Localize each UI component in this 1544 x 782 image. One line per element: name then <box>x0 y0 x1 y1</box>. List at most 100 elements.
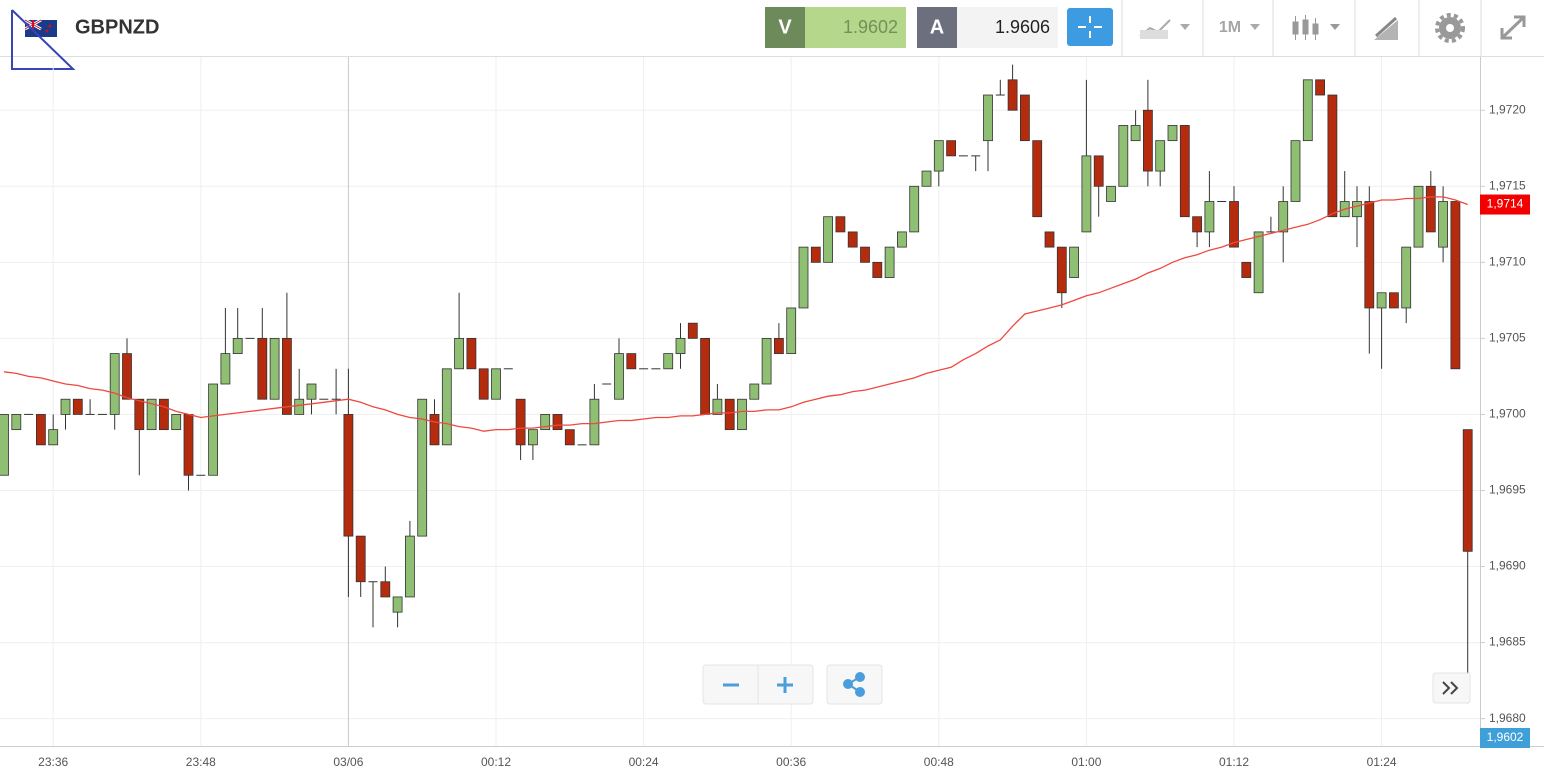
candle-body <box>1413 185 1424 248</box>
chart-type-icon[interactable] <box>1139 19 1190 39</box>
timeframe[interactable]: 1M <box>1219 19 1241 36</box>
candle-body <box>823 216 833 263</box>
candle-body <box>1056 246 1067 294</box>
candle-body <box>515 398 526 446</box>
candle-body <box>1462 429 1473 552</box>
candle-body <box>146 398 157 431</box>
candle-body <box>1401 246 1412 309</box>
candle-body <box>810 246 821 263</box>
candle-body <box>0 414 9 476</box>
bid-price[interactable]: 1.9602 <box>843 17 898 37</box>
candle-body <box>281 337 292 415</box>
candle-body <box>761 337 772 385</box>
settings-icon[interactable] <box>1435 13 1465 43</box>
candle-body <box>1302 79 1313 142</box>
flag-icon <box>24 18 57 37</box>
candle-body <box>109 353 120 415</box>
candle-body <box>675 337 686 354</box>
x-tick-label: 00:48 <box>924 755 954 769</box>
ask-tag[interactable]: A <box>930 16 944 38</box>
candle-body <box>528 429 538 446</box>
candle-body <box>1229 201 1239 248</box>
candle-body <box>983 94 993 142</box>
crosshair-button[interactable] <box>1067 8 1113 46</box>
candle-body <box>712 398 723 415</box>
candle-body <box>294 398 305 415</box>
candle-body <box>1167 125 1178 142</box>
candle-body <box>1093 155 1104 187</box>
candle-body <box>466 337 477 370</box>
candle-body <box>1155 140 1166 172</box>
scroll-end-button[interactable] <box>1432 672 1471 704</box>
candle-body <box>232 337 243 354</box>
candle-body <box>1130 125 1141 142</box>
bid-tag[interactable]: V <box>778 16 792 38</box>
candle-body <box>897 231 907 248</box>
crosshair-icon <box>1078 16 1102 38</box>
candle-body <box>343 414 354 537</box>
candle-body <box>1327 94 1338 218</box>
y-tick-label: 1,9705 <box>1489 331 1526 345</box>
candle-body <box>454 337 465 370</box>
candle-body <box>171 414 182 431</box>
candle-body <box>921 170 932 187</box>
candle-body <box>835 216 846 233</box>
bid-box[interactable] <box>805 7 906 48</box>
candle-body <box>1204 201 1215 233</box>
candle-body <box>1389 292 1399 309</box>
x-tick-label: 01:24 <box>1367 755 1397 769</box>
candle-body <box>1425 185 1436 233</box>
share-icon[interactable] <box>843 672 865 697</box>
y-tick-label: 1,9695 <box>1489 483 1526 497</box>
candle-body <box>1241 261 1252 278</box>
bid-tag-box[interactable] <box>765 7 805 48</box>
y-tick-label: 1,9680 <box>1489 711 1526 725</box>
candle-body <box>1364 201 1375 309</box>
draw-icon[interactable] <box>1374 16 1398 40</box>
candle-body <box>36 414 46 446</box>
candle-body <box>1438 201 1448 248</box>
candle-body <box>392 596 403 613</box>
last-price-label: 1,9602 <box>1487 730 1524 744</box>
ask-box[interactable] <box>957 7 1058 48</box>
scroll-end-icon[interactable] <box>1442 681 1459 695</box>
symbol: GBPNZD <box>75 16 159 38</box>
zoom-in-button[interactable] <box>777 677 793 693</box>
y-tick-label: 1,9720 <box>1489 102 1526 116</box>
candle-body <box>429 414 440 446</box>
candle-body <box>909 185 920 233</box>
candle-body <box>1179 125 1190 218</box>
candle-body <box>11 414 22 431</box>
candle-body <box>663 353 674 370</box>
candle-body <box>737 398 747 431</box>
moving-average-line <box>3 196 1468 432</box>
candle-body <box>1376 292 1387 309</box>
ask-price[interactable]: 1.9606 <box>995 17 1050 37</box>
timeframe-caret[interactable] <box>1250 24 1260 30</box>
ma-value-tag <box>1480 194 1530 215</box>
ma-value-label: 1,9714 <box>1487 197 1524 211</box>
candle-body <box>552 414 563 431</box>
candle-body <box>946 140 956 157</box>
candle-body <box>1192 216 1202 233</box>
candle-body <box>158 398 169 431</box>
candle-body <box>872 261 883 278</box>
x-tick-label: 01:00 <box>1071 755 1101 769</box>
candle-body <box>1450 201 1461 370</box>
candle-body <box>1143 109 1153 172</box>
candle-body <box>1007 79 1018 111</box>
x-tick-label: 00:36 <box>776 755 806 769</box>
x-tick-label: 00:24 <box>629 755 659 769</box>
candle-body <box>933 140 944 172</box>
toolbar-separators <box>1121 0 1482 56</box>
x-tick-label: 23:36 <box>38 755 68 769</box>
candle-body <box>208 383 219 476</box>
candle-icon[interactable] <box>1292 15 1340 40</box>
candle-body <box>1352 201 1362 218</box>
candle-body <box>1253 231 1264 294</box>
candle-body <box>1081 155 1092 233</box>
fullscreen-icon[interactable] <box>1500 15 1526 40</box>
ask-tag-box[interactable] <box>917 7 957 48</box>
share-button[interactable] <box>826 664 883 705</box>
candle-body <box>478 368 489 400</box>
